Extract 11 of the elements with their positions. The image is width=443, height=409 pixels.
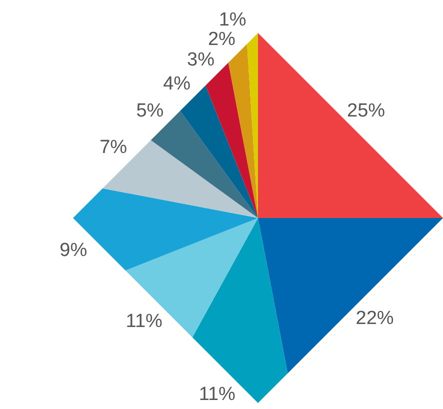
data-label: 11% [198, 384, 236, 405]
data-label: 3% [187, 50, 215, 71]
data-label: 4% [163, 74, 191, 95]
data-label: 25% [347, 100, 386, 122]
data-label: 11% [126, 310, 163, 332]
data-label: 9% [60, 240, 88, 262]
data-label: 2% [208, 28, 236, 50]
data-label: 5% [136, 100, 164, 122]
data-label: 7% [100, 137, 128, 158]
data-label: 22% [356, 308, 394, 329]
data-label: 1% [218, 9, 246, 30]
